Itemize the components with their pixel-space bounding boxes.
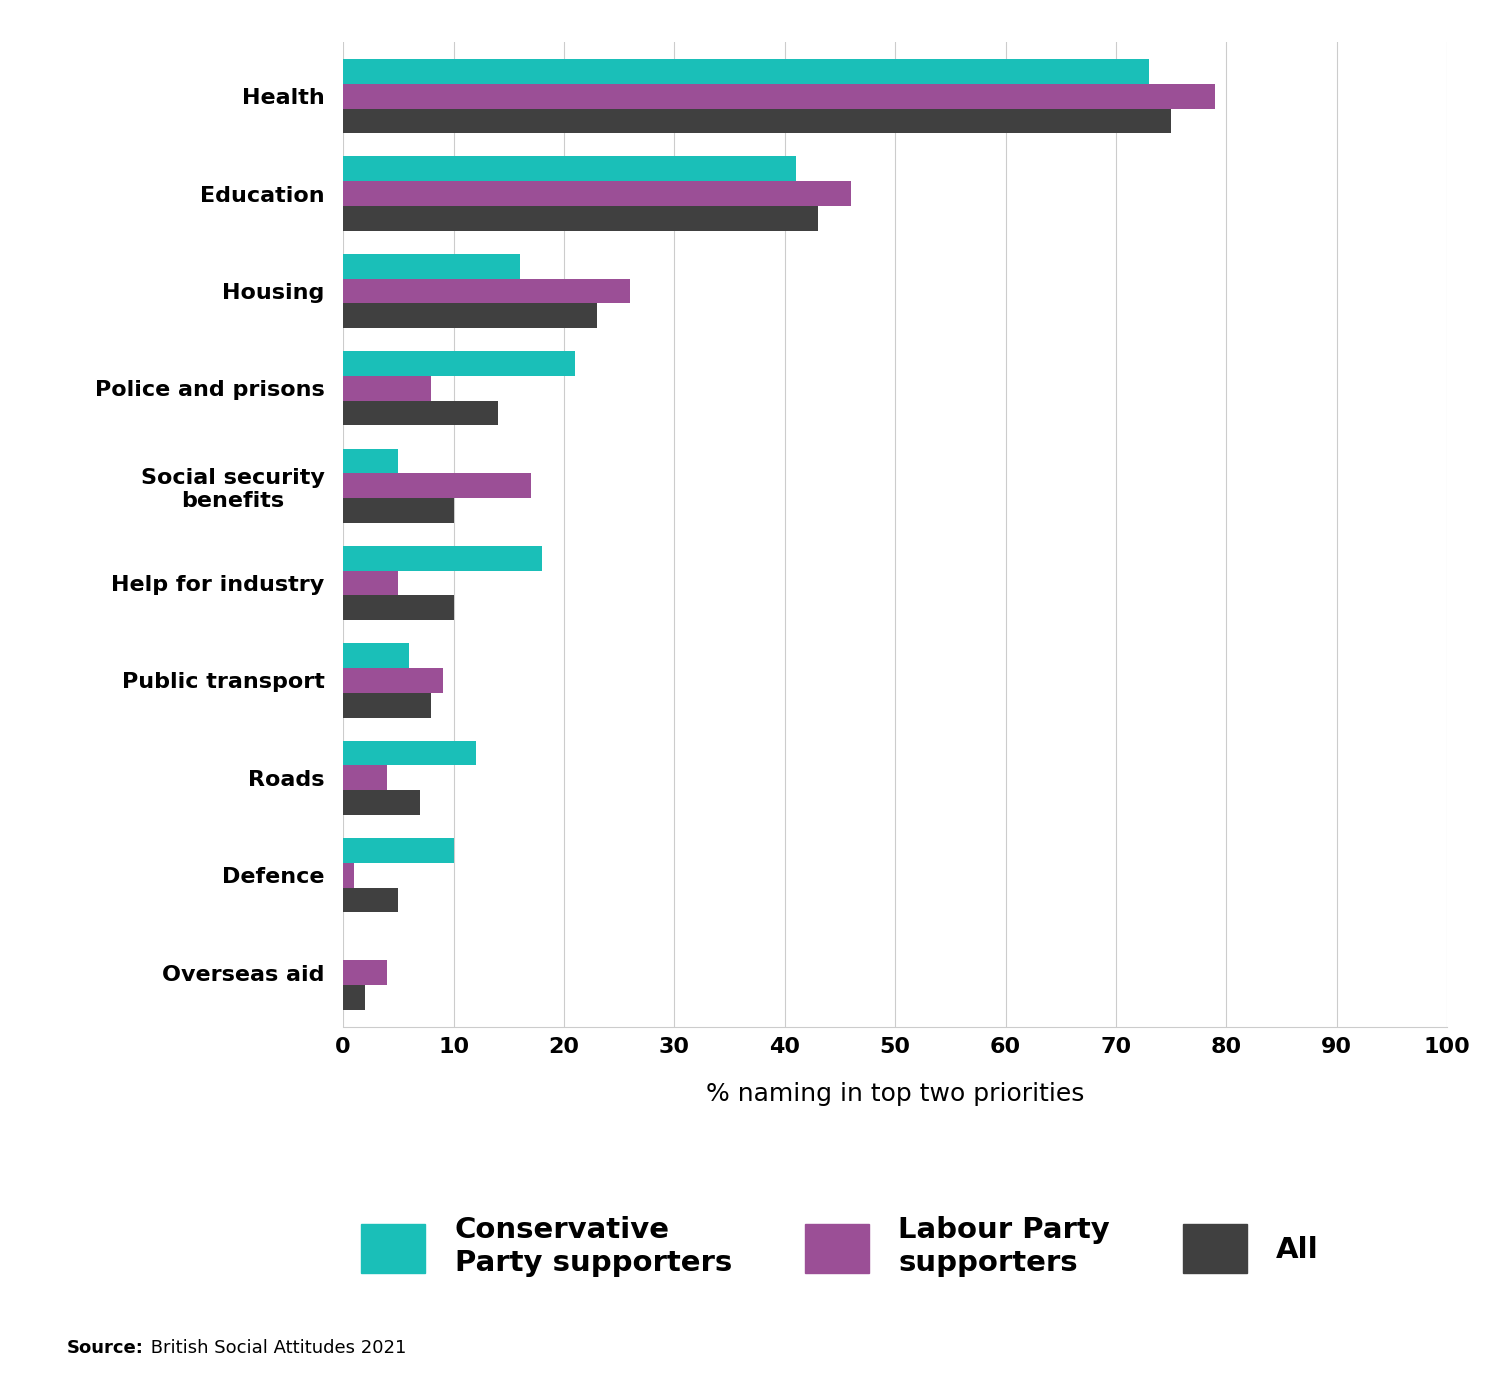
Bar [343, 473, 531, 498]
Bar [343, 765, 388, 790]
Bar [343, 668, 443, 693]
Bar [343, 304, 597, 328]
Bar [343, 351, 574, 376]
Bar [343, 108, 1171, 133]
Legend: Conservative
Party supporters, Labour Party
supporters, All: Conservative Party supporters, Labour Pa… [349, 1205, 1331, 1288]
Bar [343, 960, 388, 985]
Bar [343, 863, 354, 887]
Bar [343, 279, 630, 304]
Bar [343, 60, 1149, 83]
Bar [343, 693, 431, 718]
Text: British Social Attitudes 2021: British Social Attitudes 2021 [145, 1339, 406, 1357]
Bar [343, 376, 431, 401]
Bar [343, 545, 542, 570]
Bar [343, 741, 476, 765]
Bar [343, 157, 795, 182]
Bar [343, 643, 409, 668]
Bar [343, 838, 454, 863]
Bar [343, 448, 398, 473]
Bar [343, 254, 519, 279]
Text: Source:: Source: [67, 1339, 145, 1357]
Bar [343, 570, 398, 595]
Bar [343, 790, 421, 815]
Bar [343, 401, 498, 426]
Bar [343, 205, 818, 230]
Bar [343, 182, 850, 205]
Bar [343, 498, 454, 523]
Bar [343, 985, 366, 1009]
X-axis label: % naming in top two priorities: % naming in top two priorities [706, 1081, 1085, 1106]
Bar [343, 887, 398, 912]
Bar [343, 83, 1216, 108]
Bar [343, 595, 454, 620]
